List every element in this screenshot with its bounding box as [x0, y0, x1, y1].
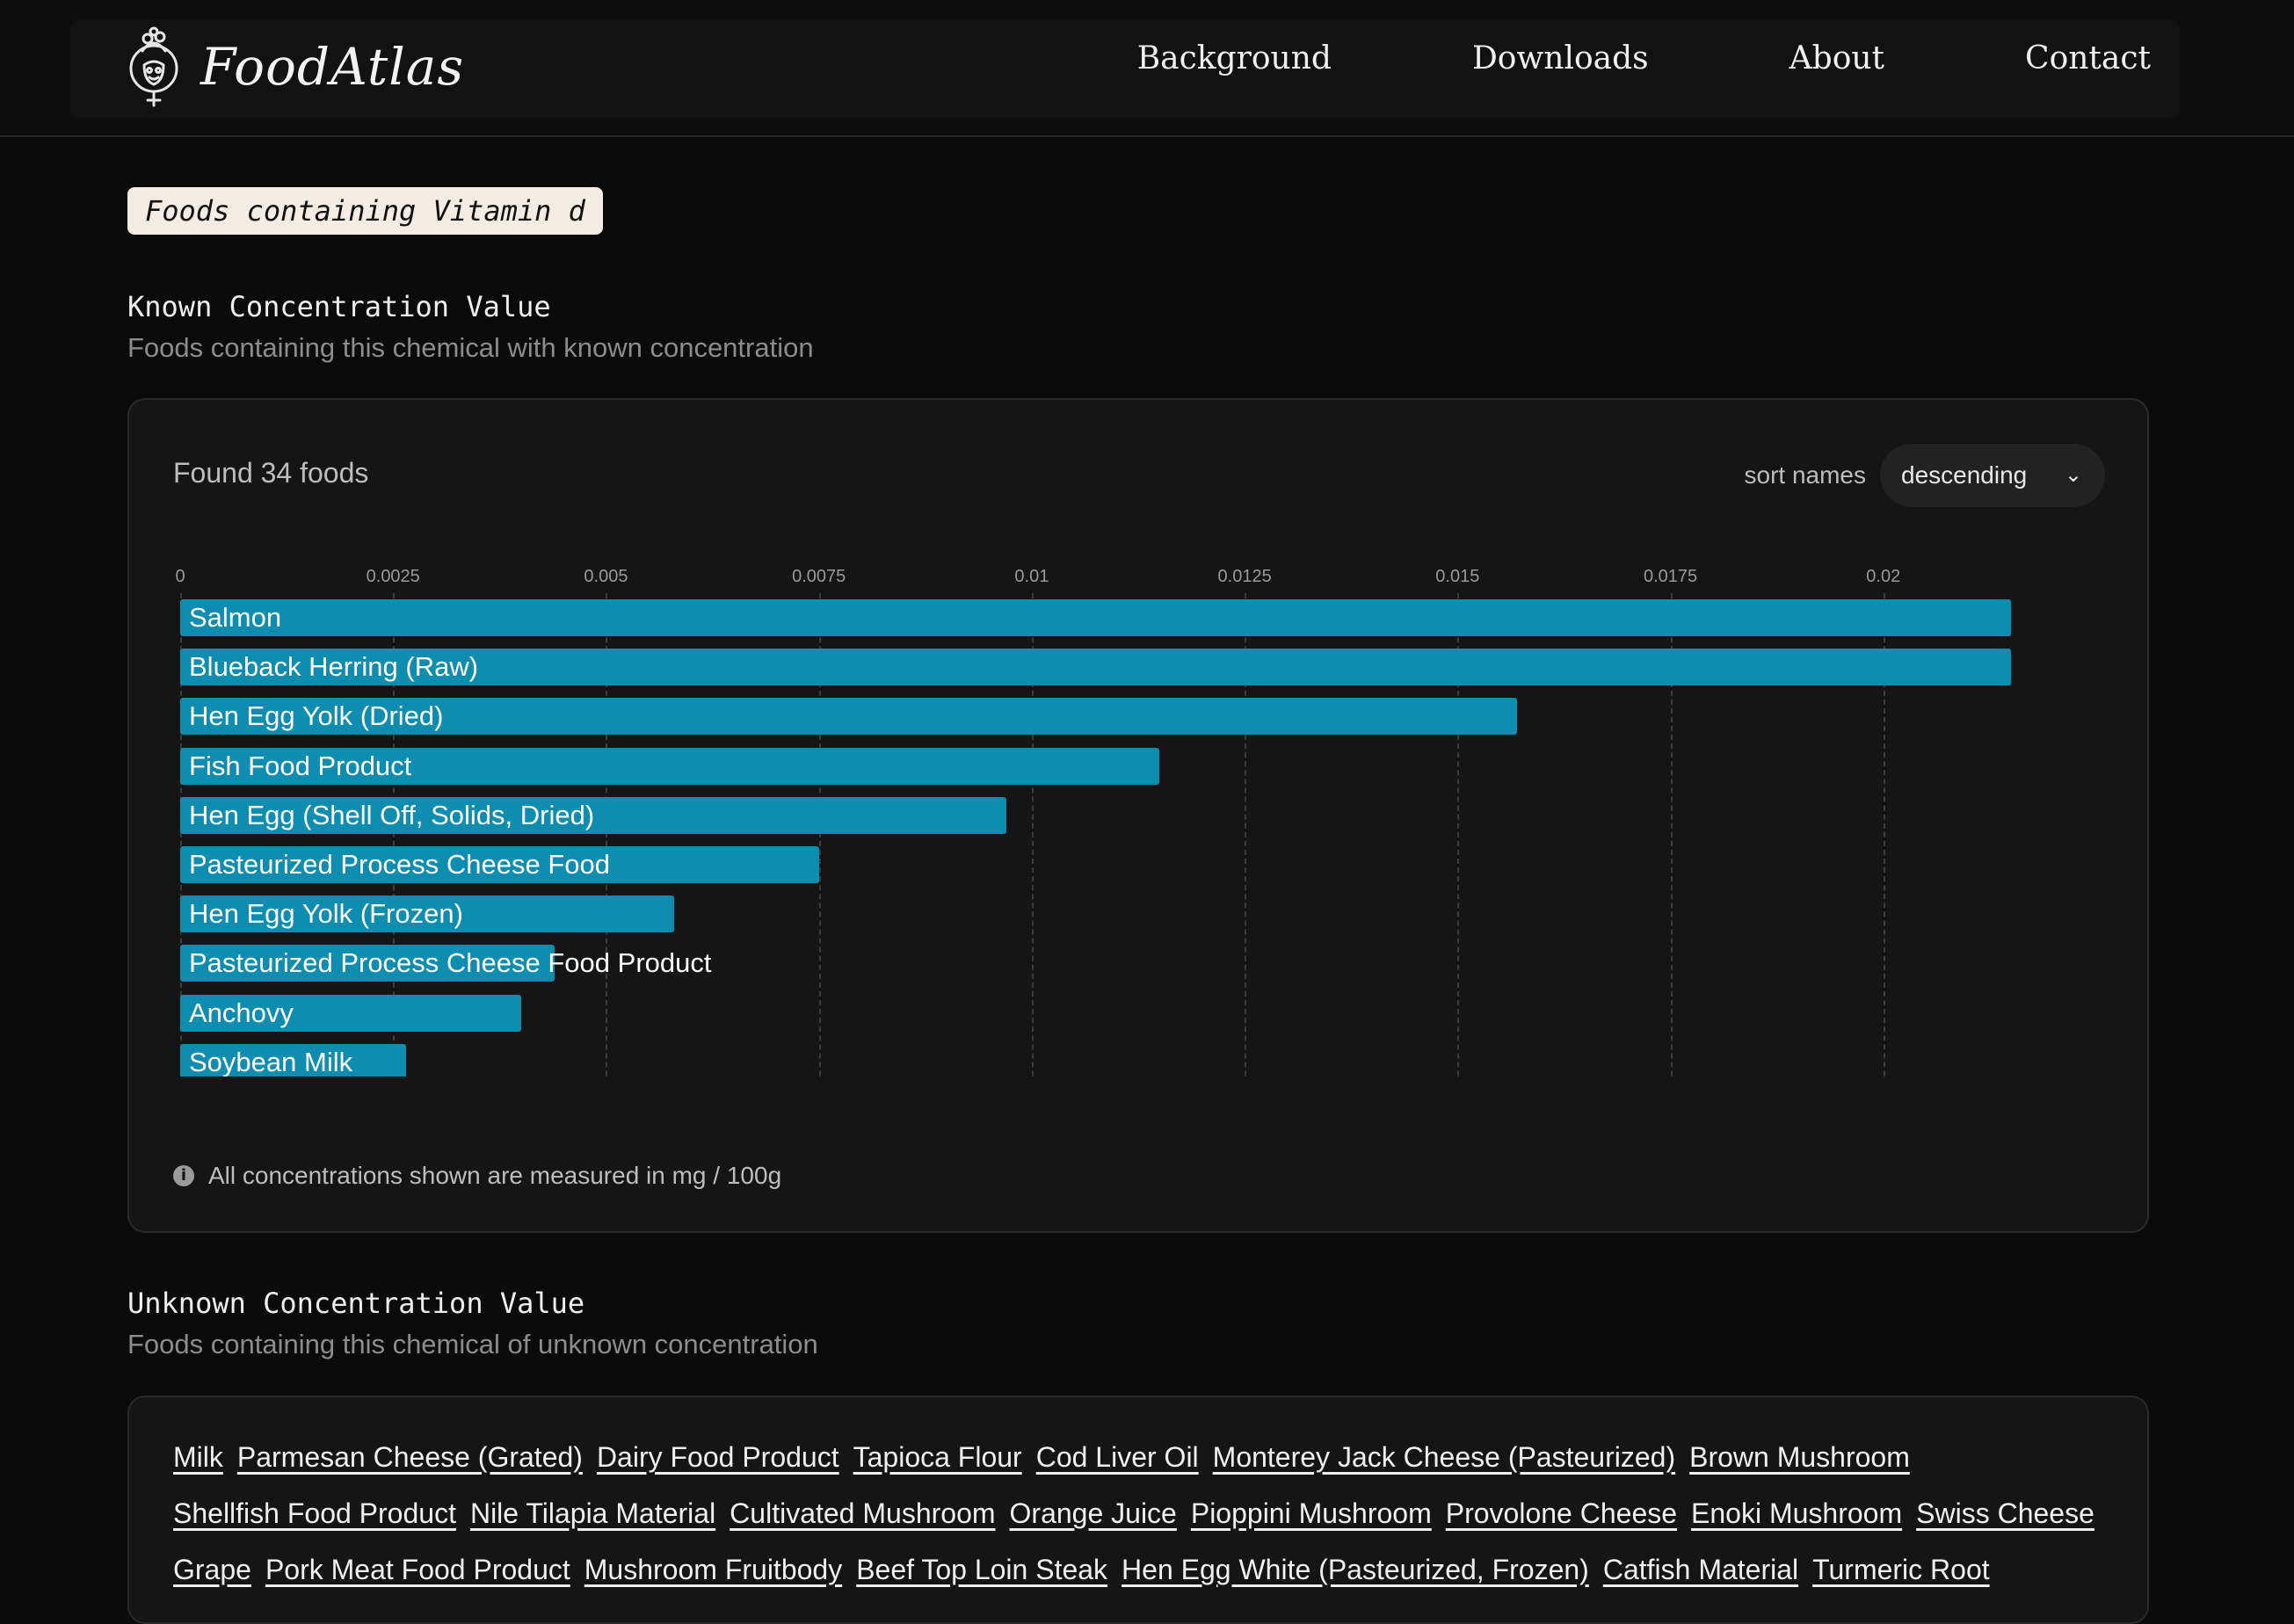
food-link[interactable]: Beef Top Loin Steak	[856, 1554, 1108, 1585]
food-link[interactable]: Turmeric Root	[1812, 1554, 1990, 1585]
sort-order-value: descending	[1901, 461, 2028, 489]
header-panel	[70, 19, 2180, 118]
chart-bar[interactable]	[180, 649, 2012, 686]
food-link[interactable]: Brown Mushroom	[1689, 1441, 1910, 1473]
x-tick-label: 0.0075	[792, 567, 846, 586]
grid-line	[1883, 593, 1885, 1077]
food-link[interactable]: Swiss Cheese	[1916, 1497, 2094, 1529]
found-count: Found 34 foods	[173, 457, 369, 489]
brand-logo-icon	[129, 26, 178, 107]
x-tick-label: 0.015	[1435, 567, 1480, 586]
x-tick-label: 0.01	[1014, 567, 1049, 586]
food-link[interactable]: Orange Juice	[1009, 1497, 1177, 1529]
food-link[interactable]: Pork Meat Food Product	[265, 1554, 570, 1585]
food-link[interactable]: Shellfish Food Product	[173, 1497, 456, 1529]
known-concentration-card: Found 34 foods sort names descending ⌄ 0…	[127, 398, 2149, 1233]
food-link[interactable]: Hen Egg White (Pasteurized, Frozen)	[1122, 1554, 1589, 1585]
food-link-row: Milk Parmesan Cheese (Grated) Dairy Food P…	[173, 1441, 2124, 1480]
bar-label: Hen Egg Yolk (Frozen)	[189, 898, 463, 930]
nav-about[interactable]: About	[1789, 40, 1885, 76]
chart-bar[interactable]	[180, 895, 674, 933]
chart-bar[interactable]	[180, 994, 521, 1032]
x-tick-label: 0	[175, 567, 185, 586]
bar-label: Anchovy	[189, 997, 294, 1028]
bar-label: Hen Egg (Shell Off, Solids, Dried)	[189, 799, 595, 830]
grid-line	[1457, 593, 1460, 1077]
food-link[interactable]: Cod Liver Oil	[1035, 1441, 1199, 1473]
nav-background[interactable]: Background	[1136, 40, 1332, 76]
unit-note-text: All concentrations shown are measured in…	[208, 1162, 782, 1189]
food-link[interactable]: Monterey Jack Cheese (Pasteurized)	[1212, 1441, 1676, 1473]
grid-line	[818, 593, 821, 1077]
chart-bar[interactable]	[180, 747, 1160, 785]
brand-logo[interactable]: FoodAtlas	[123, 26, 464, 107]
x-tick-label: 0.005	[584, 567, 628, 586]
brand-name: FoodAtlas	[200, 37, 465, 97]
chart-bar[interactable]	[180, 846, 819, 883]
x-tick-label: 0.02	[1866, 567, 1901, 586]
chevron-down-icon: ⌄	[2064, 463, 2082, 487]
nav-downloads[interactable]: Downloads	[1471, 40, 1649, 76]
bar-label: Pasteurized Process Cheese Food	[189, 849, 611, 880]
food-link[interactable]: Dairy Food Product	[596, 1441, 839, 1473]
bar-label: Blueback Herring (Raw)	[189, 651, 479, 683]
grid-line	[180, 593, 182, 1077]
info-icon: i	[173, 1165, 194, 1186]
food-link-row: Shellfish Food Product Nile Tilapia Mater…	[173, 1497, 2124, 1536]
query-badge: Foods containing Vitamin d	[127, 187, 603, 235]
x-tick-label: 0.0025	[366, 567, 420, 586]
grid-line	[1670, 593, 1673, 1077]
x-tick-label: 0.0125	[1217, 567, 1272, 586]
chart-bar[interactable]	[180, 796, 1006, 834]
bar-label: Salmon	[189, 602, 282, 633]
unknown-concentration-card: Milk Parmesan Cheese (Grated) Dairy Food P…	[127, 1396, 2149, 1624]
chart-bar[interactable]	[180, 945, 555, 982]
grid-line	[606, 593, 608, 1077]
unknown-food-list: Milk Parmesan Cheese (Grated) Dairy Food P…	[173, 1441, 2124, 1610]
sort-order-select[interactable]: descending ⌄	[1880, 444, 2105, 507]
food-link[interactable]: Enoki Mushroom	[1691, 1497, 1903, 1529]
chart-bar[interactable]	[180, 599, 2012, 636]
food-link[interactable]: Nile Tilapia Material	[469, 1497, 716, 1529]
unknown-section-subtitle: Foods containing this chemical of unknow…	[127, 1329, 818, 1359]
concentration-bar-chart: 0 0.0025 0.005 0.0075 0.01 0.0125 0.015 0.0175 0…	[173, 567, 2063, 1077]
bar-label: Fish Food Product	[189, 750, 412, 781]
food-link[interactable]: Cultivated Mushroom	[730, 1497, 996, 1529]
known-section-title: Known Concentration Value	[127, 290, 551, 323]
grid-line	[393, 593, 396, 1077]
main-nav: Background Downloads About Contact	[1137, 40, 2151, 76]
food-link[interactable]: Mushroom Fruitbody	[584, 1554, 843, 1585]
food-link[interactable]: Pioppini Mushroom	[1190, 1497, 1432, 1529]
nav-contact[interactable]: Contact	[2025, 40, 2151, 76]
bar-label: Soybean Milk	[189, 1046, 353, 1077]
bar-label: Hen Egg Yolk (Dried)	[189, 700, 444, 732]
chart-bar[interactable]	[180, 698, 1518, 736]
grid-line	[1245, 593, 1247, 1077]
food-link[interactable]: Tapioca Flour	[853, 1441, 1022, 1473]
unknown-section-title: Unknown Concentration Value	[127, 1287, 585, 1320]
food-link[interactable]: Grape	[173, 1554, 251, 1585]
food-link[interactable]: Catfish Material	[1602, 1554, 1799, 1585]
grid-line	[1031, 593, 1034, 1077]
x-tick-label: 0.0175	[1643, 567, 1698, 586]
unit-note: i All concentrations shown are measured …	[173, 1162, 781, 1190]
chart-bar[interactable]	[180, 1043, 406, 1077]
food-link[interactable]: Provolone Cheese	[1445, 1497, 1678, 1529]
known-section-subtitle: Foods containing this chemical with know…	[127, 332, 814, 363]
top-navigation-bar: FoodAtlas Background Downloads About Con…	[0, 0, 2294, 137]
food-link[interactable]: Parmesan Cheese (Grated)	[236, 1441, 583, 1473]
sort-label: sort names	[1744, 461, 1867, 489]
food-link[interactable]: Milk	[173, 1441, 223, 1473]
bar-label: Pasteurized Process Cheese Food Product	[189, 947, 712, 979]
food-link-row: Grape Pork Meat Food Product Mushroom Frui…	[173, 1554, 2124, 1592]
